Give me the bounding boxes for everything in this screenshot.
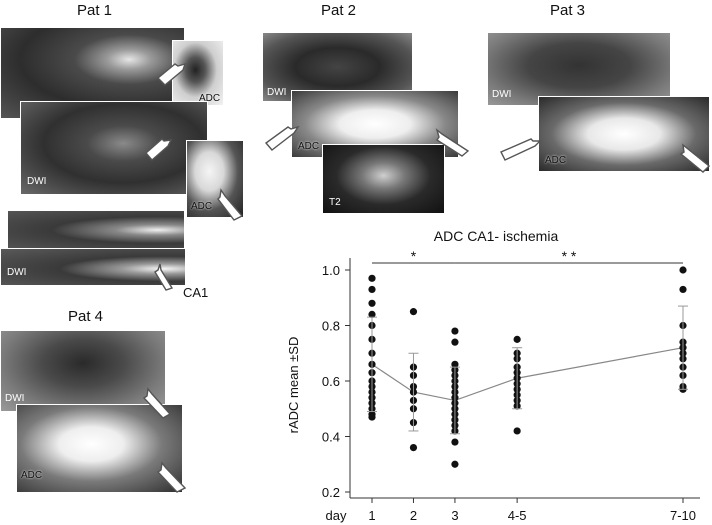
chart-title: ADC CA1- ischemia xyxy=(434,228,559,244)
data-point-3-0 xyxy=(513,335,521,343)
data-point-3-11 xyxy=(513,427,521,435)
pat1-dwi-main: DWI xyxy=(20,101,208,195)
chart-ylabel: rADC mean ±SD xyxy=(286,337,301,434)
data-point-4-1 xyxy=(679,285,687,294)
pat4-dwi: DWI xyxy=(0,330,166,412)
y-tick-label-3: 0.8 xyxy=(322,319,340,334)
x-tick-label-0: 1 xyxy=(368,508,375,523)
pat3-title: Pat 3 xyxy=(550,2,586,19)
significance-label-0: * xyxy=(411,248,417,264)
pat2-t2-label: T2 xyxy=(329,197,341,208)
pat3-adc-label: ADC xyxy=(545,155,567,166)
significance-label-1: * * xyxy=(562,248,577,264)
chart-xlabel: day xyxy=(326,508,347,523)
data-point-2-16 xyxy=(451,460,459,468)
data-point-0-3 xyxy=(368,310,376,318)
pat1-title: Pat 1 xyxy=(77,2,113,19)
pat2-dwi-label: DWI xyxy=(267,87,287,98)
pat4-adc-label: ADC xyxy=(21,470,43,481)
data-point-0-16 xyxy=(368,413,376,421)
ca1-dwi-label: DWI xyxy=(7,267,27,278)
pat3-dwi-label: DWI xyxy=(492,89,512,100)
pat1-dwi-label: DWI xyxy=(27,176,47,187)
pat4-dwi-label: DWI xyxy=(5,393,25,404)
pat2-adc-label: ADC xyxy=(298,141,320,152)
y-tick-label-1: 0.4 xyxy=(322,430,340,445)
pat4-title: Pat 4 xyxy=(68,308,104,325)
y-tick-label-2: 0.6 xyxy=(322,374,340,389)
y-tick-label-4: 1.0 xyxy=(322,263,340,278)
data-point-2-0 xyxy=(451,327,459,335)
x-tick-label-1: 2 xyxy=(410,508,417,523)
pat2-t2: T2 xyxy=(322,144,445,214)
data-point-1-0 xyxy=(409,308,418,316)
data-point-2-15 xyxy=(451,438,459,446)
data-point-0-1 xyxy=(368,285,376,294)
x-tick-label-2: 3 xyxy=(451,508,458,523)
data-point-2-2 xyxy=(451,360,459,368)
data-point-4-0 xyxy=(679,266,687,274)
pat3-dwi: DWI xyxy=(487,32,671,106)
data-point-0-2 xyxy=(368,299,376,307)
data-point-1-8 xyxy=(409,444,418,452)
x-tick-label-3: 4-5 xyxy=(508,508,527,523)
data-point-2-1 xyxy=(451,338,459,346)
ca1-label: CA1 xyxy=(183,285,209,300)
mean-line xyxy=(371,347,684,402)
x-tick-label-4: 7-10 xyxy=(670,508,696,523)
pat2-title: Pat 2 xyxy=(321,2,357,19)
pat1-adc-label-bottom: ADC xyxy=(191,201,213,212)
y-tick-label-0: 0.2 xyxy=(322,485,340,500)
data-point-0-0 xyxy=(368,274,376,282)
pat1-adc-label-top: ADC xyxy=(199,93,221,104)
